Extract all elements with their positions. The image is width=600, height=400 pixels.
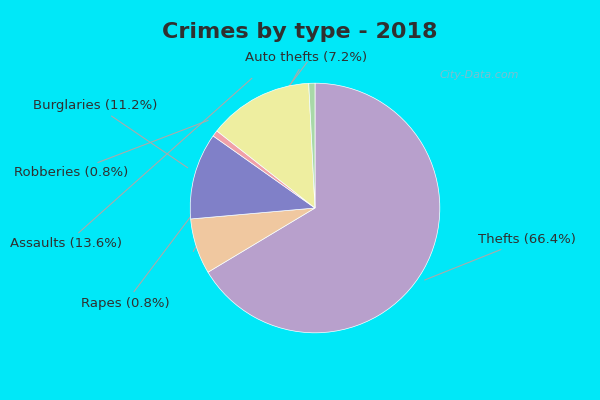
Wedge shape xyxy=(190,136,315,219)
Text: Robberies (0.8%): Robberies (0.8%) xyxy=(14,120,208,179)
Text: Burglaries (11.2%): Burglaries (11.2%) xyxy=(34,99,188,168)
Text: Crimes by type - 2018: Crimes by type - 2018 xyxy=(162,22,438,42)
Wedge shape xyxy=(208,83,440,333)
Text: City-Data.com: City-Data.com xyxy=(440,70,520,80)
Wedge shape xyxy=(309,83,315,208)
Text: Rapes (0.8%): Rapes (0.8%) xyxy=(81,62,307,310)
Wedge shape xyxy=(191,208,315,272)
Text: Thefts (66.4%): Thefts (66.4%) xyxy=(425,233,576,280)
Wedge shape xyxy=(217,83,315,208)
Wedge shape xyxy=(213,131,315,208)
Text: Assaults (13.6%): Assaults (13.6%) xyxy=(10,78,252,250)
Text: Auto thefts (7.2%): Auto thefts (7.2%) xyxy=(193,51,367,251)
